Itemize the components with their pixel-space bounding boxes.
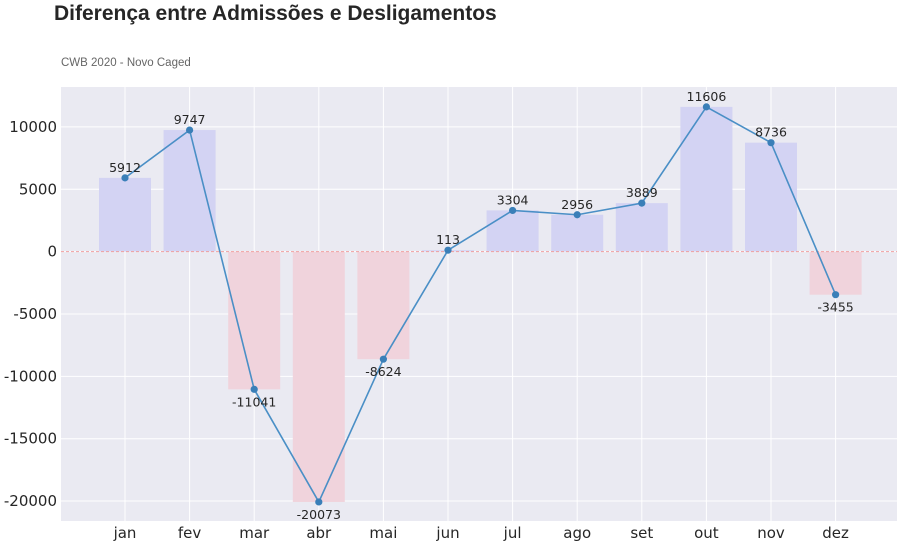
x-tick-label-dez: dez	[822, 524, 849, 542]
data-labels: 5912 9747 -11041 -20073 -8624 113 3304 2956 3889…	[109, 89, 854, 522]
x-tick-label-set: set	[630, 524, 653, 542]
bar-dez	[809, 251, 862, 295]
marker-nov	[767, 139, 775, 147]
chart-title: Diferença entre Admissões e Desligamento…	[54, 2, 497, 25]
y-tick-label: 5000	[19, 180, 57, 198]
data-label-fev: 9747	[174, 112, 206, 127]
bar-mar	[228, 251, 281, 390]
marker-jan	[121, 174, 129, 182]
marker-mar	[250, 385, 258, 393]
data-label-jun: 113	[436, 232, 460, 247]
y-tick-label: -15000	[4, 430, 57, 448]
marker-dez	[832, 291, 840, 299]
bar-jul	[486, 210, 539, 252]
bar-fev	[163, 130, 216, 252]
marker-fev	[186, 126, 194, 134]
data-label-ago: 2956	[561, 197, 593, 212]
x-tick-label-fev: fev	[178, 524, 202, 542]
bar-nov	[745, 142, 797, 252]
data-label-jan: 5912	[109, 160, 141, 175]
marker-mai	[379, 355, 387, 363]
data-label-jul: 3304	[497, 192, 529, 207]
y-axis-ticks: -20000 -15000 -10000 -5000 0 5000 10000	[4, 118, 57, 510]
series-line	[124, 105, 837, 504]
marker-out	[702, 103, 711, 111]
marker-jul	[508, 206, 517, 215]
x-tick-label-out: out	[694, 524, 719, 542]
x-tick-label-nov: nov	[757, 524, 785, 542]
data-label-mai: -8624	[365, 364, 401, 379]
bar-jan	[99, 177, 151, 252]
y-tick-label: -10000	[4, 367, 57, 385]
x-tick-label-jul: jul	[503, 524, 522, 542]
x-axis-ticks: jan fev mar abr mai jun jul ago set out nov dez	[113, 524, 849, 542]
y-tick-label: 10000	[9, 118, 57, 136]
bar-mai	[357, 251, 410, 360]
chart-subtitle: CWB 2020 - Novo Caged	[61, 57, 191, 69]
x-tick-label-ago: ago	[563, 524, 591, 542]
x-tick-label-jan: jan	[113, 524, 137, 542]
marker-set	[638, 199, 646, 207]
x-tick-label-jun: jun	[435, 524, 459, 542]
x-tick-label-mar: mar	[239, 524, 270, 542]
marker-abr	[315, 498, 323, 506]
x-tick-label-mai: mai	[369, 524, 397, 542]
x-tick-label-abr: abr	[306, 524, 332, 542]
y-tick-label: -5000	[13, 305, 57, 323]
bar-set	[615, 203, 668, 252]
data-label-nov: 8736	[755, 125, 787, 140]
bar-abr	[292, 251, 345, 502]
data-label-set: 3889	[626, 185, 658, 200]
data-label-abr: -20073	[297, 507, 341, 522]
marker-jun	[444, 246, 452, 254]
bar-ago	[551, 214, 604, 252]
series-line-path	[124, 105, 837, 504]
data-label-mar: -11041	[232, 394, 276, 409]
y-tick-label: 0	[47, 243, 57, 261]
markers	[121, 103, 840, 506]
data-label-out: 11606	[687, 89, 727, 104]
bar-out	[680, 106, 733, 252]
marker-ago	[573, 211, 581, 219]
data-label-dez: -3455	[817, 300, 853, 315]
y-tick-label: -20000	[4, 492, 57, 510]
bars	[99, 106, 862, 502]
